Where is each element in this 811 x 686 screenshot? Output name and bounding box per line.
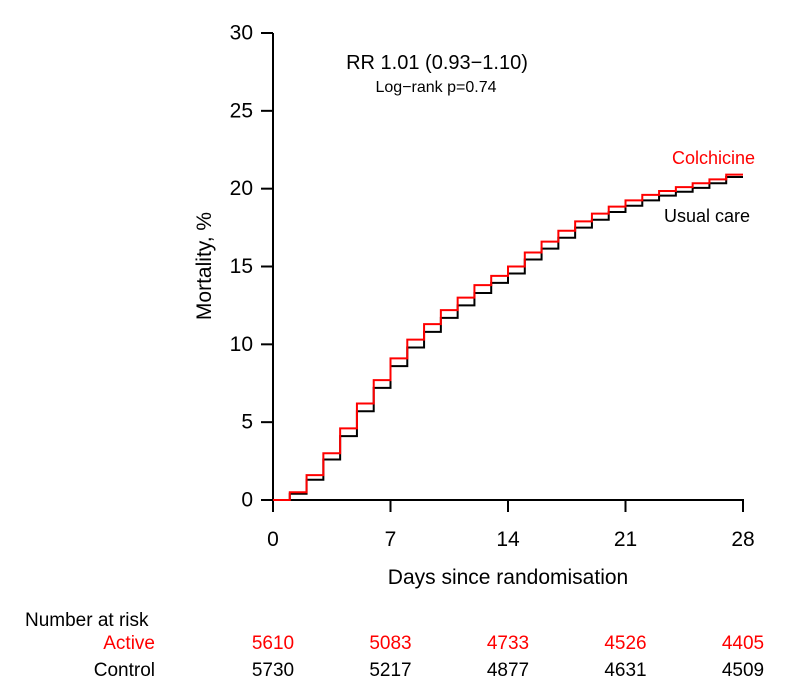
x-tick-label: 7	[385, 528, 397, 551]
risk-ratio-annotation: RR 1.01 (0.93−1.10)	[346, 52, 528, 74]
y-axis-title: Mortality, %	[193, 211, 216, 321]
risk-value: 5083	[369, 633, 412, 654]
logrank-annotation: Log−rank p=0.74	[375, 79, 497, 96]
risk-value: 5610	[251, 633, 295, 654]
y-tick-label: 10	[230, 333, 253, 356]
risk-table-header: Number at risk	[25, 610, 149, 631]
y-tick-label: 20	[230, 177, 253, 200]
risk-value: 5730	[251, 660, 295, 681]
curve-label-colchicine: Colchicine	[672, 148, 756, 168]
risk-value: 4733	[486, 633, 530, 654]
x-axis-title: Days since randomisation	[387, 566, 629, 589]
x-tick-label: 21	[614, 528, 637, 551]
y-tick-label: 0	[241, 489, 253, 512]
risk-row-label-active: Active	[103, 633, 155, 654]
risk-value: 4405	[721, 633, 765, 654]
usual-care-curve	[273, 175, 743, 501]
risk-value: 4526	[604, 633, 647, 654]
y-tick-label: 30	[230, 22, 253, 45]
risk-value: 4631	[604, 660, 647, 681]
risk-value: 4877	[486, 660, 530, 681]
risk-value: 5217	[369, 660, 412, 681]
curve-label-usual-care: Usual care	[664, 206, 751, 226]
y-tick-label: 25	[230, 99, 253, 122]
risk-row-label-control: Control	[93, 660, 155, 681]
colchicine-curve	[273, 173, 743, 501]
x-tick-label: 14	[496, 528, 520, 551]
y-tick-label: 15	[230, 255, 253, 278]
x-tick-label: 28	[731, 528, 754, 551]
risk-value: 4509	[721, 660, 765, 681]
y-tick-label: 5	[241, 411, 253, 434]
x-tick-label: 0	[267, 528, 279, 551]
